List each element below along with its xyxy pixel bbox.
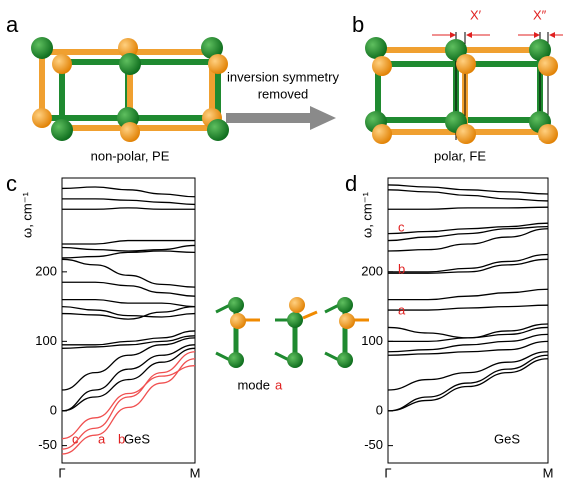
arrow-text: removed [258,86,309,101]
band [387,226,549,242]
band [61,335,196,349]
x-tick-label: M [190,465,201,480]
band [61,337,196,391]
panel-label: a [6,12,19,37]
material-label: GeS [494,431,520,446]
mode-label: b [118,431,125,446]
band [388,323,549,343]
x-tick-label: M [543,465,554,480]
crystal-fe [365,32,563,144]
material-label: GeS [124,431,150,446]
band [61,358,196,455]
y-tick-label: 200 [35,263,57,278]
x-tick-label: Γ [58,465,65,480]
band [387,340,549,356]
band [61,305,196,318]
band [388,206,549,210]
band [387,351,549,391]
band [62,330,196,346]
band [61,250,196,259]
panel-label: d [345,171,357,196]
y-tick-label: 200 [361,263,383,278]
y-tick-label: 0 [50,402,57,417]
arrow [226,106,336,130]
caption: polar, FE [434,148,486,163]
y-tick-label: 100 [35,333,57,348]
y-tick-label: -50 [364,437,383,452]
band [61,344,196,412]
y-tick-label: 100 [361,333,383,348]
band [387,354,549,412]
band [62,281,196,297]
band [62,298,196,308]
band [388,288,549,301]
mode-label: c [72,431,79,446]
band [387,184,549,195]
band [387,258,549,274]
band [61,258,196,288]
band [387,228,549,252]
crystal-pe [31,37,229,142]
y-axis-label: ω, cm⁻¹ [19,191,34,238]
y-tick-label: 0 [376,402,383,417]
y-axis-label: ω, cm⁻¹ [359,191,374,238]
shift-label: X′ [470,7,482,22]
mode-diagram [215,297,369,368]
band [61,347,196,412]
band [61,244,196,252]
plot-frame [387,177,549,464]
band [61,305,196,320]
mode-label: c [398,219,405,234]
band [61,186,196,198]
band [388,253,549,273]
panel-label: c [6,171,17,196]
band [61,351,196,450]
plot-frame [61,177,196,464]
mode-text: mode [237,377,270,392]
panel-label: b [352,12,364,37]
x-tick-label: Γ [384,465,391,480]
mode-letter: a [275,377,283,392]
band [387,333,549,353]
shift-label: X″ [533,7,547,22]
y-tick-label: -50 [38,437,57,452]
arrow-text: inversion symmetry [227,69,339,84]
band [387,189,549,202]
caption: non-polar, PE [91,148,170,163]
band [388,304,549,311]
band [62,198,196,206]
band [62,207,195,210]
band [387,222,549,235]
mode-label: a [98,431,106,446]
band [387,358,549,412]
mode-label: a [398,302,406,317]
mode-label: b [398,261,405,276]
band [62,239,195,245]
band [61,365,196,440]
